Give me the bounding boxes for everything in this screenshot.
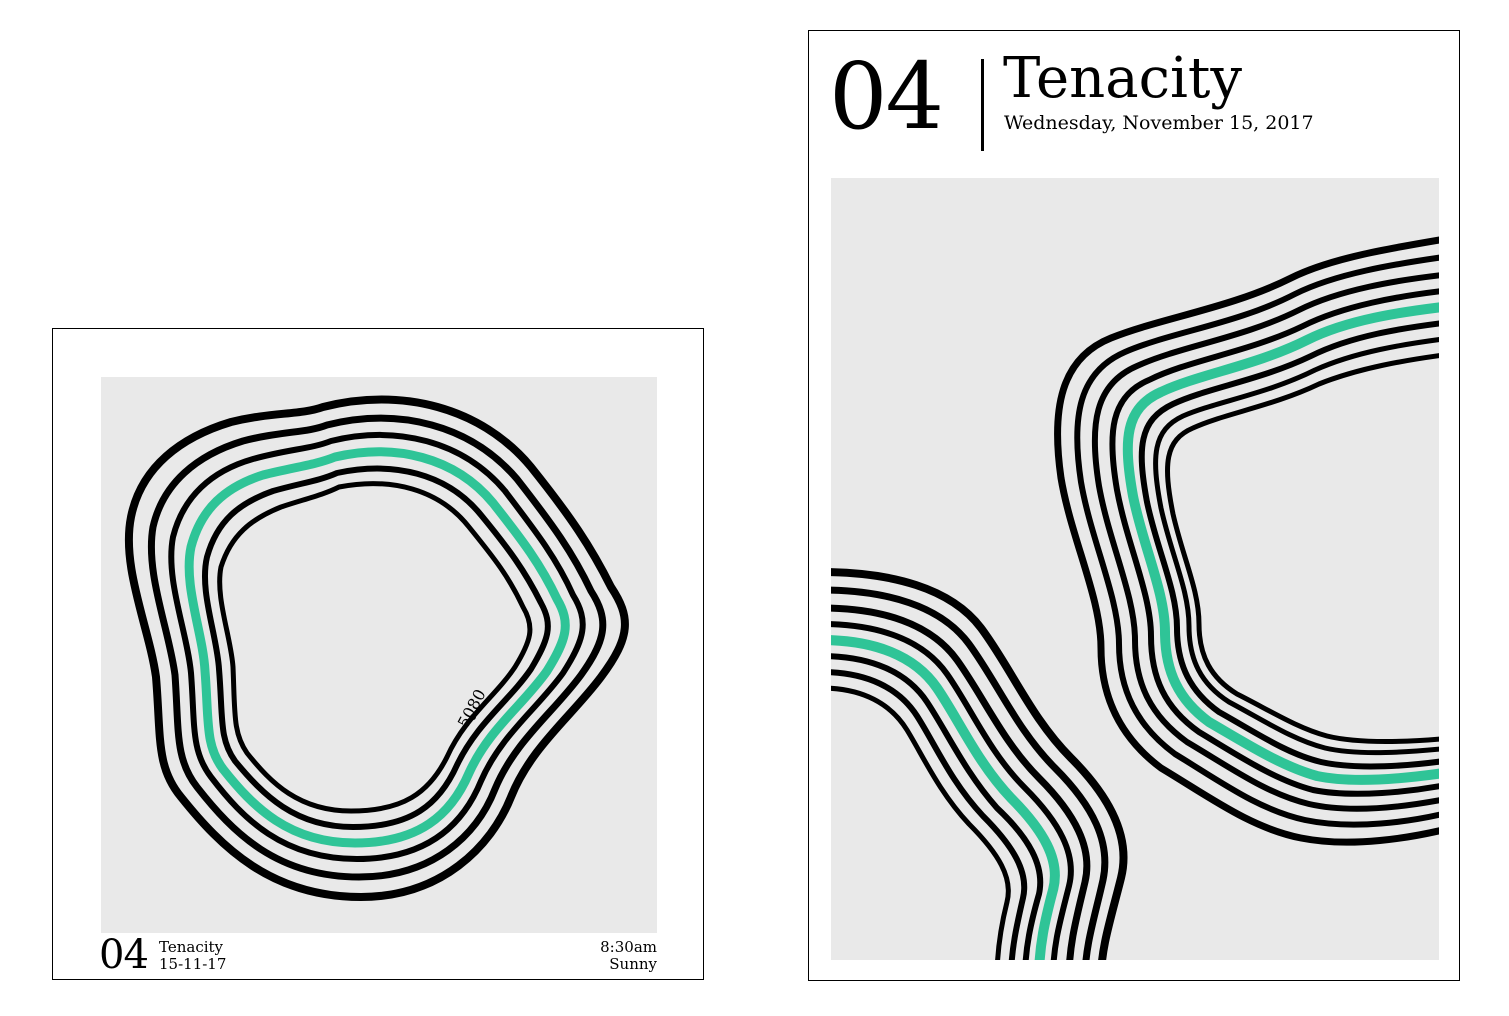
contour-ring (1153, 337, 1439, 756)
contour-ring (147, 414, 607, 881)
contour-ring-accent (1122, 302, 1439, 785)
contour-rings: 5080 (124, 395, 629, 901)
contour-rings (831, 236, 1439, 960)
contour-ring (1091, 272, 1439, 812)
contour-ring (1074, 254, 1439, 828)
contour-ring (1165, 353, 1439, 744)
contour-ring (1138, 320, 1439, 770)
contour-ring (831, 685, 1011, 960)
contour-ring (831, 669, 1028, 960)
poster-title: Tenacity (1003, 46, 1243, 111)
contour-ring-accent (184, 447, 570, 848)
contour-ring (1054, 236, 1439, 846)
contour-ring (1109, 288, 1439, 797)
contour-ring (831, 604, 1091, 960)
poster-title: Tenacity (159, 938, 224, 956)
contour-artwork (831, 178, 1439, 960)
poster-number: 04 (829, 43, 944, 150)
contour-ring (201, 465, 551, 830)
poster-small: 5080 04 Tenacity 15-11-17 8:30am Sunny (52, 328, 704, 980)
contour-ring (831, 568, 1128, 960)
contour-artwork: 5080 (101, 377, 657, 933)
contour-ring (124, 395, 629, 901)
poster-number: 04 (99, 932, 149, 978)
poster-large: 04 Tenacity Wednesday, November 15, 2017 (808, 30, 1460, 981)
header-divider (981, 59, 984, 151)
contour-ring (168, 432, 586, 862)
contour-ring (217, 481, 533, 814)
contour-ring (831, 653, 1044, 960)
poster-date: 15-11-17 (159, 955, 227, 973)
poster-time: 8:30am (600, 938, 657, 956)
poster-date: Wednesday, November 15, 2017 (1004, 112, 1314, 134)
contour-ring (831, 586, 1109, 960)
contour-ring-accent (831, 635, 1060, 960)
elevation-marker (470, 714, 476, 720)
contour-ring (831, 621, 1074, 960)
poster-weather: Sunny (609, 955, 657, 973)
